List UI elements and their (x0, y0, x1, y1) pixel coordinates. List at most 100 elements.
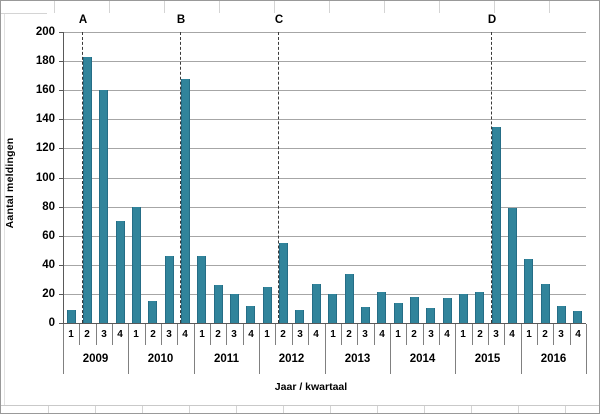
bar-2010-q1 (132, 207, 141, 323)
bar-2012-q3 (295, 310, 304, 323)
quarter-separator-tick (226, 324, 227, 345)
bar-2011-q1 (197, 256, 206, 323)
sheet-column-gridline (219, 1, 220, 13)
quarter-separator-tick (406, 324, 407, 345)
x-quarter-label: 1 (460, 329, 466, 340)
y-axis-title: Aantal meldingen (4, 137, 16, 229)
bar-2012-q1 (263, 287, 272, 323)
bar-2016-q1 (524, 259, 533, 323)
marker-label-a: A (78, 14, 88, 26)
x-quarter-label: 2 (150, 329, 156, 340)
bar-2010-q4 (181, 79, 190, 323)
year-separator-tick (259, 324, 260, 374)
sheet-column-gridline (329, 1, 330, 13)
x-quarter-label: 4 (509, 329, 515, 340)
x-quarter-label: 3 (101, 329, 107, 340)
quarter-separator-tick (570, 324, 571, 345)
bar-2013-q2 (345, 274, 354, 323)
marker-label-c: C (274, 14, 284, 26)
x-year-label: 2014 (409, 353, 436, 365)
y-gridline (63, 265, 586, 266)
quarter-separator-tick (504, 324, 505, 345)
bar-2013-q1 (328, 294, 337, 323)
bar-2010-q2 (148, 301, 157, 323)
x-quarter-label: 1 (133, 329, 139, 340)
x-quarter-label: 1 (264, 329, 270, 340)
y-gridline (63, 61, 586, 62)
quarter-separator-tick (275, 324, 276, 345)
sheet-column-gridline (549, 1, 550, 13)
bar-2016-q3 (557, 306, 566, 323)
x-quarter-label: 4 (182, 329, 188, 340)
x-year-label: 2016 (540, 353, 567, 365)
x-quarter-label: 1 (68, 329, 74, 340)
bar-2014-q3 (426, 308, 435, 323)
bar-2013-q4 (377, 292, 386, 323)
quarter-separator-tick (341, 324, 342, 345)
bar-2016-q2 (541, 284, 550, 323)
quarter-separator-tick (112, 324, 113, 345)
y-tick-label: 20 (42, 288, 55, 300)
x-quarter-label: 1 (526, 329, 532, 340)
y-tick-mark (59, 323, 63, 324)
y-tick-label: 120 (35, 142, 55, 154)
sheet-column-gridline (142, 406, 143, 413)
quarter-separator-tick (308, 324, 309, 345)
x-axis-line (63, 323, 586, 324)
x-year-label: 2009 (82, 353, 109, 365)
bar-2011-q4 (246, 306, 255, 323)
bar-2014-q1 (394, 303, 403, 323)
year-separator-tick (586, 324, 587, 374)
year-separator-tick (390, 324, 391, 374)
bar-2013-q3 (361, 307, 370, 323)
y-tick-mark (59, 265, 63, 266)
y-gridline (63, 236, 586, 237)
sheet-column-gridline (189, 406, 190, 413)
y-tick-mark (59, 294, 63, 295)
bar-2011-q2 (214, 285, 223, 323)
bar-2011-q3 (230, 294, 239, 323)
sheet-column-gridline (471, 406, 472, 413)
quarter-separator-tick (472, 324, 473, 345)
y-tick-mark (59, 119, 63, 120)
y-tick-label: 100 (35, 172, 55, 184)
bar-2012-q2 (279, 243, 288, 323)
x-quarter-label: 3 (297, 329, 303, 340)
y-gridline (63, 32, 586, 33)
marker-line-d (491, 32, 492, 323)
y-tick-mark (59, 207, 63, 208)
year-separator-tick (194, 324, 195, 374)
sheet-row-gridline (4, 14, 5, 405)
y-axis-line (63, 32, 64, 323)
x-year-label: 2013 (344, 353, 371, 365)
quarter-separator-tick (488, 324, 489, 345)
x-quarter-label: 4 (248, 329, 254, 340)
bar-2009-q4 (116, 221, 125, 323)
y-gridline (63, 148, 586, 149)
x-quarter-label: 4 (575, 329, 581, 340)
sheet-column-gridline (48, 406, 49, 413)
y-tick-mark (59, 61, 63, 62)
bar-2012-q4 (312, 284, 321, 323)
x-quarter-label: 4 (444, 329, 450, 340)
bar-2009-q3 (99, 90, 108, 323)
bar-2009-q1 (67, 310, 76, 323)
x-quarter-label: 3 (362, 329, 368, 340)
x-quarter-label: 2 (84, 329, 90, 340)
marker-line-b (180, 32, 181, 323)
sheet-column-gridline (330, 406, 331, 413)
x-quarter-label: 3 (558, 329, 564, 340)
bar-2015-q1 (459, 294, 468, 323)
x-quarter-label: 3 (493, 329, 499, 340)
marker-line-c (278, 32, 279, 323)
x-quarter-label: 1 (330, 329, 336, 340)
quarter-separator-tick (423, 324, 424, 345)
x-quarter-label: 4 (117, 329, 123, 340)
year-separator-tick (455, 324, 456, 374)
year-separator-tick (63, 324, 64, 374)
quarter-separator-tick (243, 324, 244, 345)
x-quarter-label: 2 (411, 329, 417, 340)
quarter-separator-tick (79, 324, 80, 345)
year-separator-tick (128, 324, 129, 374)
year-separator-tick (521, 324, 522, 374)
